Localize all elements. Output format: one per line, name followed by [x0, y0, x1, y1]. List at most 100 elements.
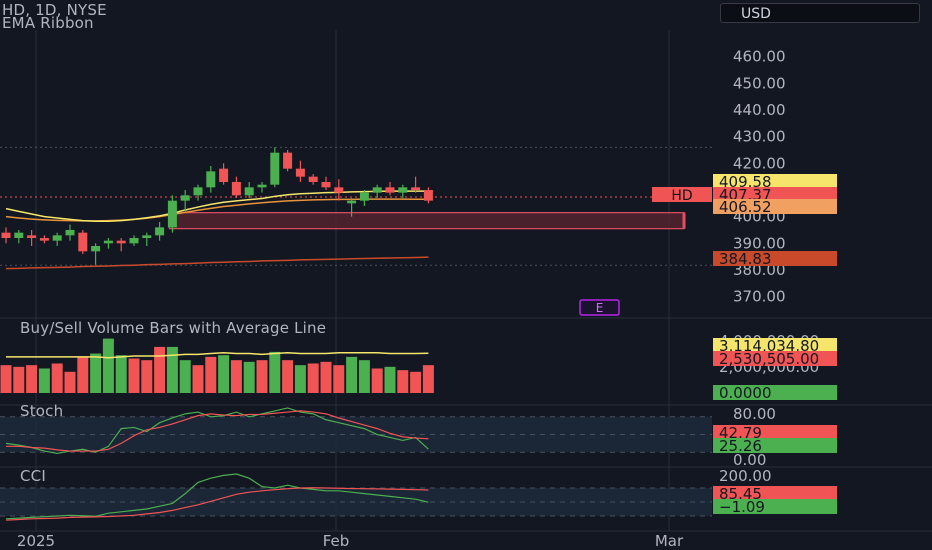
candle-body: [411, 187, 421, 190]
candle-body: [91, 246, 101, 252]
volume-bar: [179, 360, 191, 393]
stoch-tick-label: 80.00: [733, 405, 776, 423]
candle-body: [1, 232, 11, 238]
volume-value-label: 0.0000: [719, 384, 772, 402]
volume-bar: [192, 365, 204, 393]
ema-ribbon-legend[interactable]: EMA Ribbon: [2, 14, 94, 32]
candle-body: [142, 235, 152, 238]
volume-bar: [205, 356, 217, 393]
volume-bar: [422, 365, 434, 393]
candle-body: [385, 187, 395, 193]
volume-bar: [128, 358, 140, 393]
candle-body: [308, 176, 318, 182]
volume-bar: [371, 368, 383, 393]
cci-value-label: 85.45: [719, 485, 762, 503]
stoch-value-label-box: [713, 438, 837, 453]
price-tick-label: 420.00: [733, 154, 786, 172]
time-axis-label: Mar: [655, 532, 684, 550]
candle-body: [321, 182, 331, 188]
price-label: 384.83: [719, 250, 772, 268]
candle-body: [231, 182, 241, 196]
price-label-box: [713, 199, 837, 214]
volume-bar: [294, 365, 306, 393]
earnings-badge-label: E: [596, 301, 604, 315]
candle-body: [359, 192, 369, 201]
earnings-badge-box: [579, 299, 620, 316]
volume-bar: [410, 371, 422, 393]
volume-bar: [141, 360, 153, 393]
price-label-box: [713, 174, 837, 189]
price-label: 409.58: [719, 173, 772, 191]
volume-pane-title[interactable]: Buy/Sell Volume Bars with Average Line: [20, 319, 327, 337]
volume-value-label-box: [713, 338, 837, 353]
candle-body: [78, 232, 88, 252]
zone-box: [168, 212, 685, 230]
volume-bar: [243, 361, 255, 393]
candle-body: [167, 200, 177, 228]
candle-body: [27, 235, 37, 238]
time-axis-label: Feb: [323, 532, 350, 550]
volume-bar: [0, 365, 12, 393]
volume-bar: [346, 356, 358, 393]
cci-line: [5, 473, 429, 520]
candle-body: [244, 187, 254, 196]
time-axis-label: 2025: [17, 532, 55, 550]
cci-value-label-box: [713, 499, 837, 514]
stoch-pane-title[interactable]: Stoch: [20, 402, 64, 420]
volume-bar: [64, 371, 76, 393]
volume-bar: [282, 360, 294, 393]
stoch-value-label-box: [713, 425, 837, 440]
volume-bar: [256, 360, 268, 393]
price-tick-label: 430.00: [733, 128, 786, 146]
volume-bar: [218, 355, 230, 393]
symbol-tag-box: [652, 187, 712, 202]
volume-bar: [269, 351, 281, 393]
ema-slow-line: [5, 198, 429, 222]
candle-body: [180, 195, 190, 201]
volume-value-label: 3,114,034.80: [719, 337, 819, 355]
volume-value-label-box: [713, 385, 837, 400]
cci-pane-title[interactable]: CCI: [20, 467, 46, 485]
symbol-title[interactable]: HD, 1D, NYSE: [2, 1, 107, 19]
candle-body: [14, 232, 24, 238]
candle-body: [39, 238, 49, 241]
candle-body: [372, 187, 382, 193]
volume-bar: [115, 355, 127, 393]
candle-body: [65, 230, 75, 236]
volume-value-label-box: [713, 351, 837, 366]
candle-body: [155, 227, 165, 236]
volume-bar: [166, 346, 178, 393]
candle-body: [423, 190, 433, 201]
volume-bar: [333, 365, 345, 393]
volume-bar: [358, 360, 370, 393]
price-label: 406.52: [719, 198, 772, 216]
stoch-line: [5, 407, 429, 455]
candle-body: [334, 187, 344, 193]
volume-bar: [384, 366, 396, 393]
price-tick-label: 440.00: [733, 101, 786, 119]
candle-body: [206, 171, 216, 188]
cci-line: [5, 487, 429, 521]
candle-body: [283, 152, 293, 169]
candle-body: [398, 187, 408, 193]
currency-selector[interactable]: USD: [720, 3, 920, 23]
candle-body: [103, 240, 113, 244]
stoch-value-label: 42.79: [719, 424, 762, 442]
ema-long-line: [5, 256, 429, 270]
symbol-tag: HD: [671, 188, 692, 204]
stoch-tick-label: 0.00: [733, 451, 766, 469]
price-label-box: [713, 187, 837, 202]
candle-body: [295, 168, 305, 177]
price-tick-label: 460.00: [733, 48, 786, 66]
volume-bar: [38, 368, 50, 393]
ema-fast-line: [5, 190, 429, 222]
volume-average-line: [6, 351, 429, 359]
price-tick-label: 370.00: [733, 288, 786, 306]
volume-bar: [77, 356, 89, 393]
volume-bar: [307, 363, 319, 393]
volume-bar: [90, 353, 102, 393]
candle-body: [116, 240, 126, 244]
volume-bar: [26, 365, 38, 393]
stoch-line: [6, 410, 429, 452]
